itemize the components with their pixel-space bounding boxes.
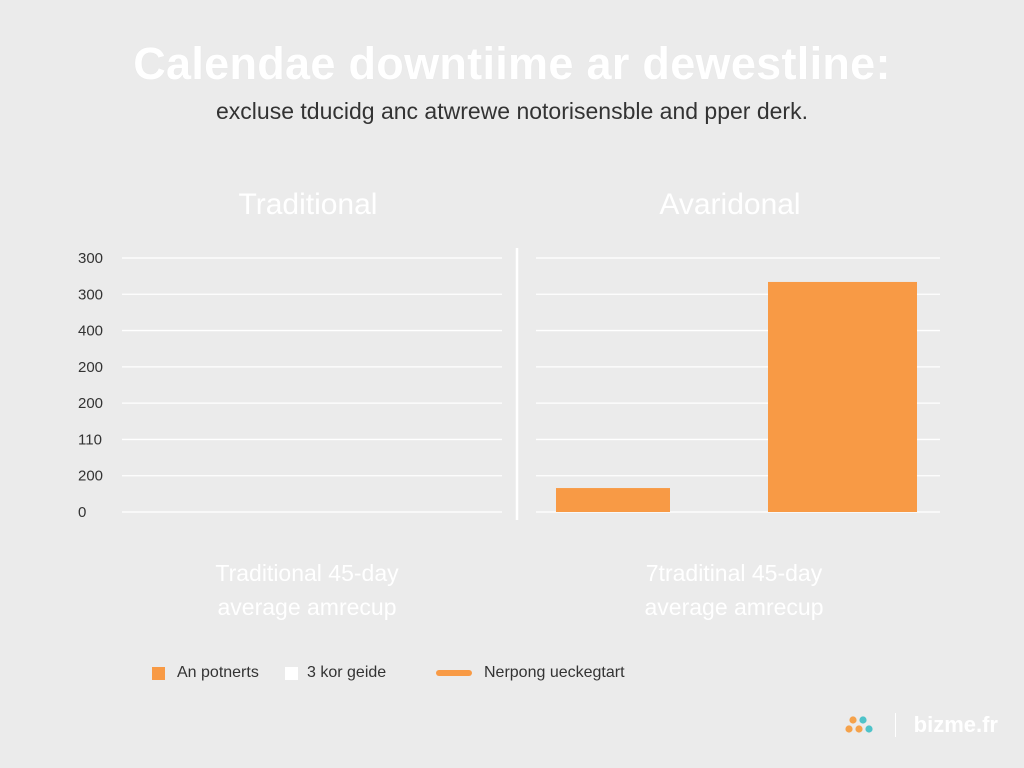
- caption-right-line-1: 7traditinal 45-day: [645, 560, 823, 586]
- chart-subtitle: excluse tducidg anc atwrewe notorisensbl…: [216, 98, 808, 124]
- brand-name: bizme.fr: [913, 712, 998, 737]
- caption-right: 7traditinal 45-day average amrecup: [524, 556, 944, 624]
- y-tick-label: 200: [78, 468, 103, 485]
- dots-logo-icon: [845, 716, 873, 733]
- legend-swatch-2: [285, 666, 298, 680]
- chart-legend: An potnerts 3 kor geide Nerpong ueckegta…: [0, 664, 1024, 686]
- legend-label-2: 3 kor geide: [307, 664, 387, 681]
- legend-swatch-1: [152, 666, 165, 680]
- y-tick-label: 300: [78, 250, 103, 267]
- legend-swatch-3: [436, 670, 472, 676]
- legend-item-3: Nerpong ueckegtart: [436, 664, 625, 682]
- legend-label-3: Nerpong ueckegtart: [484, 664, 625, 681]
- y-tick-label: 200: [78, 395, 103, 412]
- panel-title-left: Traditional: [238, 188, 378, 221]
- panel-title-right: Avaridonal: [659, 188, 801, 221]
- y-tick-label: 0: [78, 504, 86, 521]
- y-tick-label: 400: [78, 323, 103, 340]
- caption-left-line-2: average amrecup: [217, 594, 397, 620]
- brand-separator: [894, 713, 896, 737]
- y-tick-label: 200: [78, 359, 103, 376]
- caption-left: Traditional 45-day average amrecup: [97, 556, 517, 624]
- bar-right-2: [768, 281, 917, 512]
- brand: bizme.fr: [845, 712, 998, 738]
- legend-item-1: An potnerts: [152, 664, 259, 682]
- caption-right-line-2: average amrecup: [644, 594, 824, 620]
- chart-title: Calendae downtiime ar dewestline:: [133, 38, 891, 89]
- caption-left-line-1: Traditional 45-day: [215, 560, 399, 586]
- legend-item-2: 3 kor geide: [285, 664, 386, 682]
- legend-label-1: An potnerts: [177, 664, 259, 681]
- y-tick-label: 300: [78, 286, 103, 303]
- y-tick-label: 110: [78, 431, 102, 448]
- bar-right-1: [556, 488, 670, 512]
